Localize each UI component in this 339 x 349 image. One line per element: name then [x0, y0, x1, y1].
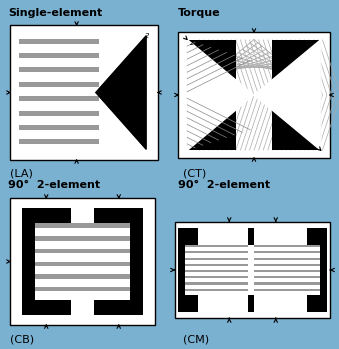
- Bar: [22, 208, 71, 315]
- Bar: [272, 97, 321, 150]
- Bar: [185, 276, 248, 279]
- Text: 2: 2: [190, 39, 195, 46]
- Text: (CB): (CB): [10, 335, 34, 345]
- Bar: [272, 97, 321, 150]
- Text: (LA): (LA): [10, 168, 33, 178]
- Bar: [185, 251, 248, 253]
- Bar: [35, 274, 131, 279]
- Bar: [19, 53, 99, 58]
- Bar: [10, 198, 155, 325]
- Bar: [19, 96, 99, 101]
- Text: Torque: Torque: [178, 8, 221, 18]
- Text: Single-element: Single-element: [8, 8, 102, 18]
- Bar: [272, 39, 321, 92]
- Bar: [19, 38, 99, 44]
- Bar: [19, 82, 99, 87]
- Bar: [185, 264, 248, 266]
- Text: 90°  2-element: 90° 2-element: [178, 180, 270, 190]
- Bar: [35, 261, 131, 266]
- Bar: [10, 25, 158, 160]
- Bar: [307, 228, 327, 312]
- Bar: [35, 223, 131, 228]
- Bar: [19, 38, 99, 147]
- Bar: [94, 223, 131, 299]
- Bar: [35, 223, 71, 299]
- Text: 90°  2-element: 90° 2-element: [8, 180, 100, 190]
- Bar: [307, 245, 320, 295]
- Text: 2: 2: [145, 33, 149, 39]
- Bar: [35, 236, 131, 240]
- Bar: [175, 222, 330, 318]
- Polygon shape: [187, 39, 254, 150]
- Bar: [19, 139, 99, 144]
- Polygon shape: [254, 39, 321, 150]
- Bar: [94, 208, 143, 315]
- Bar: [178, 32, 330, 158]
- Bar: [187, 39, 236, 92]
- Bar: [254, 258, 320, 260]
- Bar: [254, 245, 320, 247]
- Text: (CT): (CT): [183, 168, 206, 178]
- Bar: [272, 39, 321, 92]
- Bar: [187, 97, 236, 150]
- Bar: [187, 97, 236, 150]
- Bar: [185, 258, 248, 260]
- Bar: [247, 245, 255, 295]
- Text: (CM): (CM): [183, 335, 209, 345]
- Bar: [19, 67, 99, 72]
- Bar: [254, 270, 320, 272]
- Bar: [19, 111, 99, 116]
- Bar: [35, 287, 131, 291]
- Bar: [254, 282, 320, 285]
- Bar: [185, 289, 248, 291]
- Bar: [185, 245, 198, 295]
- Bar: [254, 264, 320, 266]
- Polygon shape: [96, 92, 146, 149]
- Bar: [35, 249, 131, 253]
- Bar: [178, 228, 198, 312]
- Polygon shape: [96, 36, 146, 92]
- Bar: [185, 282, 248, 285]
- Bar: [254, 289, 320, 291]
- Polygon shape: [254, 39, 321, 150]
- Bar: [248, 228, 254, 312]
- Bar: [254, 276, 320, 279]
- Bar: [187, 39, 236, 92]
- Bar: [254, 251, 320, 253]
- Bar: [19, 125, 99, 130]
- Bar: [185, 245, 248, 247]
- Polygon shape: [187, 39, 254, 150]
- Bar: [185, 270, 248, 272]
